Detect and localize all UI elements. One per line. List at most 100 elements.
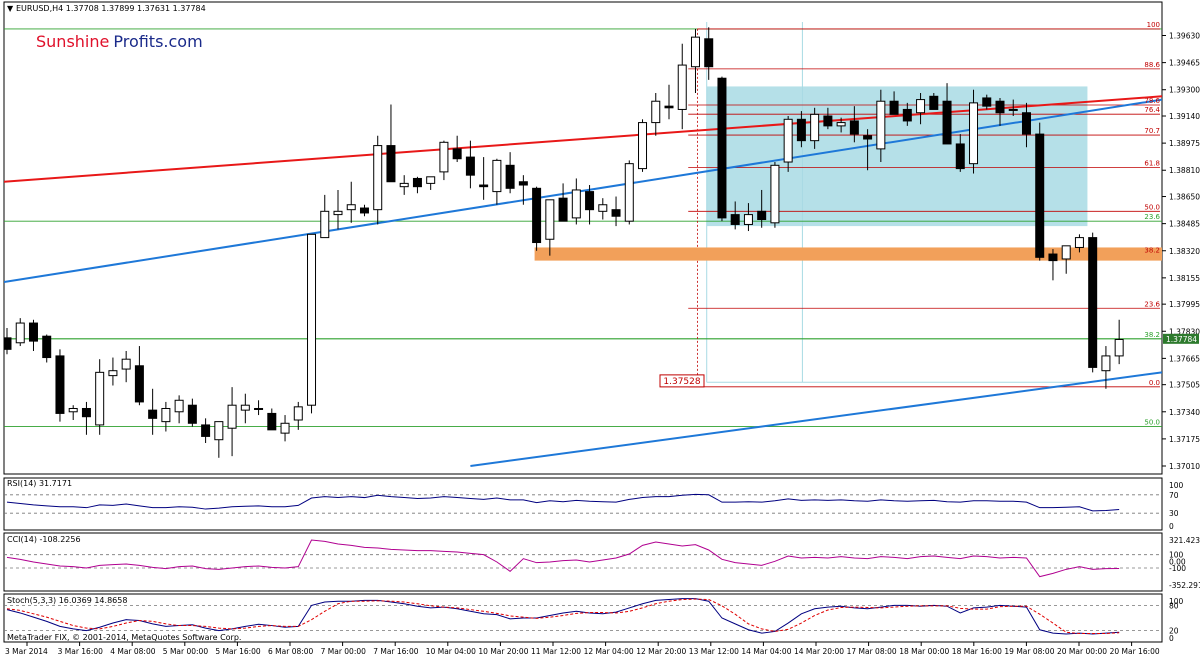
bull-candle-body [108, 370, 118, 377]
fib-label: 0.0 [1149, 379, 1160, 387]
y-tick-label: 1.37505 [1169, 381, 1200, 390]
y-tick-label: 1.38975 [1169, 139, 1200, 148]
candle [518, 175, 528, 205]
bull-candle-body [174, 399, 184, 413]
bear-candle-body [796, 118, 806, 142]
labels-layer: 100 88.6 78.676.4 70.7 61.8 50.0 38.2 23.6 0.0 23… [659, 21, 1161, 427]
bull-candle-body [876, 100, 886, 150]
candle [849, 106, 859, 143]
candle [651, 93, 661, 136]
candle [796, 111, 806, 148]
candle [677, 43, 687, 130]
bull-candle-body [240, 404, 250, 411]
candle [624, 160, 634, 225]
stoch-title: Stoch(5,3,3) 16.0369 14.8658 [7, 596, 127, 605]
candle [174, 395, 184, 424]
indicator-tick-label: 0 [1169, 634, 1174, 643]
candle [346, 181, 356, 223]
y-tick-label: 1.37830 [1169, 327, 1200, 336]
bear-candle-body [863, 135, 873, 140]
y-tick-label: 1.38155 [1169, 274, 1200, 283]
bull-candle-body [293, 406, 303, 421]
bull-candle-body [783, 118, 793, 163]
bear-candle-body [55, 355, 65, 414]
y-tick-label: 1.39300 [1169, 86, 1200, 95]
bull-candle-body [121, 358, 131, 370]
rsi-panel [3, 477, 1163, 531]
x-tick-label: 12 Mar 04:00 [584, 647, 634, 656]
blue-trend-line-lower [470, 371, 1162, 467]
indicator-tick-label: 30 [1169, 509, 1179, 518]
candle [916, 93, 926, 125]
collapse-arrow-icon[interactable]: ▼ [7, 4, 14, 13]
bear-candle-body [611, 209, 621, 217]
x-tick-label: 14 Mar 04:00 [741, 647, 791, 656]
bull-candle-body [624, 163, 634, 222]
candle [333, 189, 343, 230]
y-tick-label: 1.38485 [1169, 220, 1200, 229]
candle [810, 107, 820, 149]
x-tick-label: 7 Mar 16:00 [373, 647, 419, 656]
brand-logo: Sunshine Profits.com [36, 32, 203, 51]
candle [942, 83, 952, 145]
bull-candle-body [95, 371, 105, 426]
candle [505, 152, 515, 194]
bear-candle-body [201, 424, 211, 437]
candle [81, 401, 91, 435]
candle [15, 318, 25, 347]
candle [823, 107, 833, 130]
bear-candle-body [42, 335, 52, 359]
candle [982, 94, 992, 110]
rsi-title: RSI(14) 31.7171 [7, 479, 72, 488]
bear-candle-body [81, 407, 91, 418]
bear-candle-body [1088, 237, 1098, 368]
fib-label: 23.6 [1144, 300, 1160, 308]
green-level-label: 23.6 [1144, 213, 1160, 221]
candle [638, 119, 648, 172]
bear-candle-body [134, 365, 144, 403]
bear-candle-body [412, 177, 422, 188]
candle [240, 393, 250, 424]
fib-label: 100 [1147, 21, 1160, 29]
x-tick-label: 5 Mar 16:00 [215, 647, 261, 656]
candle [1088, 232, 1098, 373]
bear-candle-body [757, 210, 767, 221]
indicator-tick-label: 0 [1169, 522, 1174, 531]
fib-label: 78.6 [1144, 97, 1160, 105]
bear-candle-body [267, 412, 277, 431]
indicator-tick-label: 321.4239 [1169, 536, 1200, 545]
bull-candle-body [399, 182, 409, 188]
price-tag-label: 1.37784 [1166, 335, 1197, 344]
bull-candle-body [68, 407, 78, 413]
candle [55, 349, 65, 422]
bear-candle-body [902, 108, 912, 122]
candle [743, 203, 753, 232]
indicator-line [6, 598, 1120, 635]
green-level-label: 50.0 [1144, 419, 1160, 427]
candle [558, 183, 568, 222]
candle [492, 158, 502, 205]
candles-layer [4, 27, 1124, 458]
fib-label: 61.8 [1144, 160, 1160, 168]
y-tick-label: 1.39140 [1169, 112, 1200, 121]
y-tick-label: 1.39630 [1169, 32, 1200, 41]
x-tick-label: 3 Mar 2014 [5, 647, 48, 656]
candle [955, 134, 965, 172]
candle [863, 129, 873, 171]
y-tick-label: 1.37665 [1169, 354, 1200, 363]
bull-candle-body [161, 407, 171, 423]
fib-label: 70.7 [1144, 127, 1160, 135]
candle [1021, 102, 1031, 148]
brand-part-1: Sunshine [36, 32, 109, 51]
price-tag [1163, 333, 1199, 344]
candle [545, 199, 555, 256]
candle [320, 194, 330, 239]
bear-candle-body [532, 187, 542, 244]
candle [426, 176, 436, 190]
indicator-tick-label: 0.00 [1169, 557, 1186, 566]
candle [704, 27, 714, 80]
indicators-layer: 10070300321.42391000.00-100-352.29181008… [4, 481, 1200, 643]
bull-candle-body [810, 113, 820, 142]
bull-candle-body [426, 176, 436, 184]
